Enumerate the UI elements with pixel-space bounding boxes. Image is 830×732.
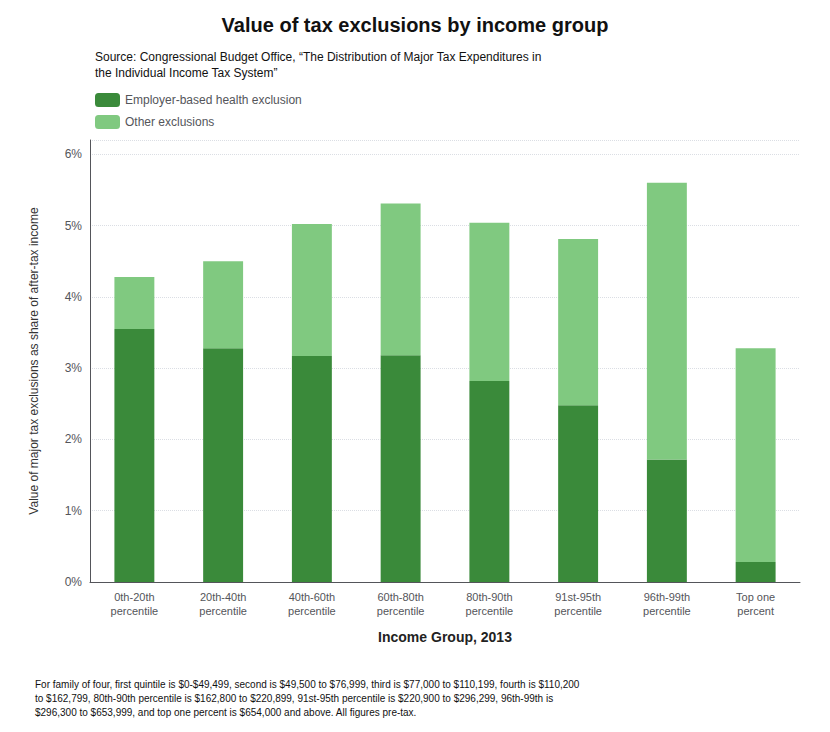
svg-text:5%: 5%: [65, 219, 83, 233]
svg-text:to $162,799, 80th-90th percent: to $162,799, 80th-90th percentile is $16…: [35, 693, 553, 704]
svg-text:percentile: percentile: [466, 605, 514, 617]
svg-text:40th-60th: 40th-60th: [289, 591, 335, 603]
svg-text:Value of major tax exclusions: Value of major tax exclusions as share o…: [27, 207, 41, 515]
svg-text:Top one: Top one: [736, 591, 775, 603]
svg-text:Employer-based health exclusio: Employer-based health exclusion: [125, 93, 302, 107]
svg-text:0%: 0%: [65, 575, 83, 589]
svg-text:91st-95th: 91st-95th: [555, 591, 601, 603]
svg-text:percentile: percentile: [288, 605, 336, 617]
svg-text:6%: 6%: [65, 147, 83, 161]
svg-text:4%: 4%: [65, 290, 83, 304]
svg-text:Source: Congressional Budget O: Source: Congressional Budget Office, “Th…: [95, 50, 541, 64]
svg-text:For family of four, first quin: For family of four, first quintile is $0…: [35, 679, 580, 690]
svg-text:Other exclusions: Other exclusions: [125, 115, 214, 129]
svg-text:percentile: percentile: [554, 605, 602, 617]
svg-text:80th-90th: 80th-90th: [466, 591, 512, 603]
svg-text:percentile: percentile: [199, 605, 247, 617]
svg-text:percentile: percentile: [643, 605, 691, 617]
svg-text:3%: 3%: [65, 361, 83, 375]
svg-text:percentile: percentile: [377, 605, 425, 617]
svg-text:0th-20th: 0th-20th: [114, 591, 154, 603]
svg-text:percentile: percentile: [111, 605, 159, 617]
svg-text:1%: 1%: [65, 504, 83, 518]
svg-text:2%: 2%: [65, 432, 83, 446]
svg-text:Value of tax exclusions by inc: Value of tax exclusions by income group: [222, 14, 609, 36]
svg-text:60th-80th: 60th-80th: [377, 591, 423, 603]
svg-text:Income Group, 2013: Income Group, 2013: [378, 629, 512, 645]
svg-text:percent: percent: [737, 605, 774, 617]
svg-text:$296,300 to $653,999, and top: $296,300 to $653,999, and top one percen…: [35, 707, 416, 718]
svg-text:the Individual Income Tax Syst: the Individual Income Tax System”: [95, 66, 278, 80]
svg-text:96th-99th: 96th-99th: [644, 591, 690, 603]
svg-text:20th-40th: 20th-40th: [200, 591, 246, 603]
